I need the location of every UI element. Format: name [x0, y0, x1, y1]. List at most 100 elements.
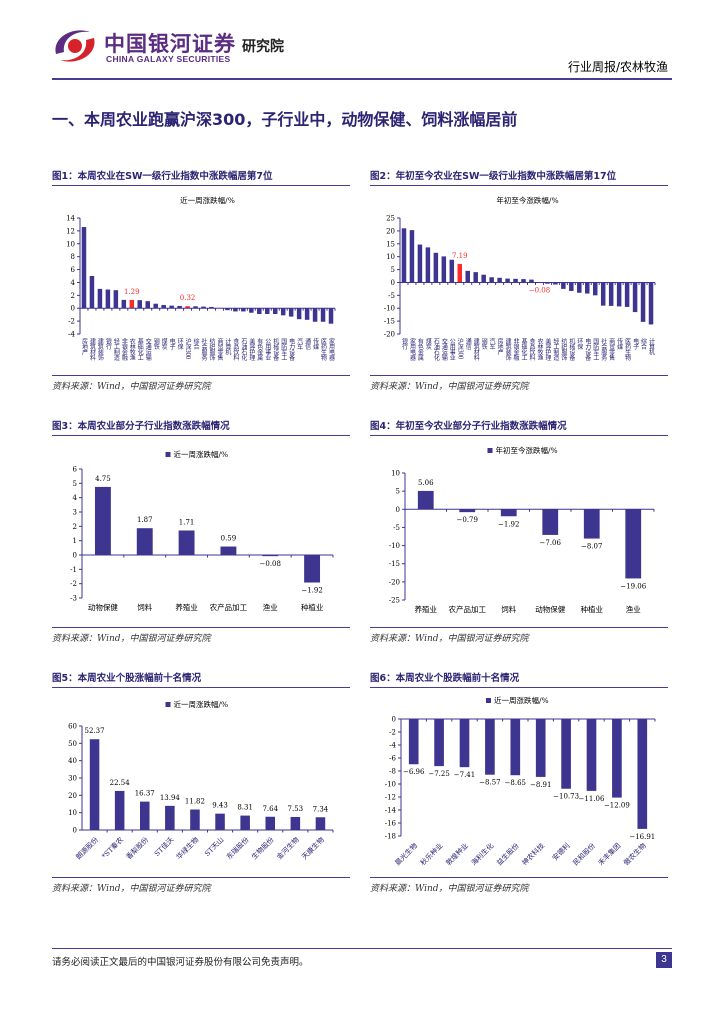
- data-label: −8.91: [530, 781, 551, 789]
- footer-divider: [52, 948, 672, 949]
- y-tick-label: 5: [391, 266, 395, 274]
- category-label: 有色金属: [416, 337, 423, 362]
- bar-交通运输: [441, 256, 447, 283]
- bar-香梨股份: [139, 801, 150, 830]
- y-tick-label: 0: [396, 506, 400, 514]
- y-tick-label: 2: [71, 292, 75, 300]
- legend-label: 近一周涨跌幅/%: [174, 449, 229, 459]
- bar-建筑装饰: [97, 288, 103, 309]
- bar-敦煌种业: [459, 719, 470, 768]
- category-label: 电力设备: [288, 337, 295, 362]
- bar-电力设备: [288, 308, 294, 317]
- bar-房地产: [81, 227, 87, 309]
- y-tick-label: -25: [389, 597, 400, 605]
- category-label: *ST秦农: [100, 835, 125, 860]
- category-label: 种植业: [301, 602, 324, 612]
- bar-煤炭: [425, 247, 431, 283]
- data-label: −1.92: [301, 587, 322, 595]
- y-tick-label: 10: [386, 253, 395, 261]
- category-label: 计算机: [648, 337, 655, 356]
- category-label: 晨光生物: [393, 841, 419, 867]
- bar-综合: [640, 282, 646, 322]
- y-tick-label: 6: [73, 466, 78, 474]
- chart-5-top-gainers: 近一周涨跌幅/% 0 10 20 30 40 50 60 52.37 朗源股份 22.54 *ST秦农…: [68, 699, 334, 861]
- category-label: 煤炭: [160, 337, 167, 351]
- category-label: 美容护理: [248, 337, 255, 361]
- category-label: 农产品加工: [449, 604, 487, 614]
- data-label: 7.53: [288, 805, 304, 813]
- bar-*ST秦农: [114, 790, 125, 830]
- y-tick-label: -5: [388, 292, 395, 300]
- bar-纺织服饰: [561, 282, 566, 289]
- legend-swatch: [165, 702, 171, 707]
- data-label: 1.71: [179, 518, 195, 526]
- data-label: −16.91: [629, 833, 655, 841]
- bar-傲农生物: [637, 719, 648, 829]
- bar-基础化工: [137, 300, 143, 309]
- bar-ST佳沃: [165, 805, 175, 830]
- category-label: 传媒: [616, 337, 623, 351]
- bar-美容护理: [545, 282, 550, 284]
- figure-4-source: 资料来源：Wind，中国银河证券研究院: [370, 627, 668, 644]
- y-tick-label: -15: [389, 560, 400, 568]
- category-label: 家用电器: [408, 337, 415, 362]
- y-tick-label: 1: [73, 537, 77, 545]
- category-label: 渔业: [263, 602, 278, 612]
- category-label: 轻工制造: [112, 337, 119, 362]
- bar-有色金属: [257, 308, 262, 315]
- bar-动物保健: [542, 509, 559, 535]
- category-label: 农林牧渔: [128, 337, 135, 362]
- category-label: 汽车: [488, 337, 495, 351]
- data-label: 0.59: [221, 535, 237, 543]
- section-title: 一、本周农业跑赢沪深300，子行业中，动物保健、饲料涨幅居前: [52, 110, 518, 129]
- legend-swatch: [165, 452, 171, 457]
- bar-电子: [169, 305, 174, 309]
- header-divider: [52, 78, 672, 80]
- category-label: 房地产: [496, 337, 503, 356]
- figure-2-source: 资料来源：Wind，中国银河证券研究院: [370, 375, 668, 392]
- category-label: 天康生物: [300, 835, 326, 861]
- legend-label: 近一周涨跌幅/%: [494, 695, 549, 705]
- y-tick-label: 5: [396, 488, 400, 496]
- category-label: 动物保健: [535, 604, 565, 614]
- category-label: 朗源股份: [74, 835, 100, 861]
- bar-钢铁: [153, 303, 158, 309]
- bar-种植业: [304, 555, 321, 583]
- figure-3-caption: 图3：本周农业部分子行业指数涨跌幅情况: [52, 418, 350, 436]
- y-tick-label: 3: [73, 509, 77, 517]
- category-label: 建筑装饰: [504, 337, 511, 362]
- bar-国防军工: [280, 308, 286, 316]
- bar-计算机: [648, 282, 654, 325]
- data-label: 8.31: [237, 804, 253, 812]
- bar-环保: [577, 282, 582, 293]
- category-label: 石油石化: [432, 338, 439, 362]
- data-label: 22.54: [110, 779, 131, 787]
- figure-5-caption: 图5：本周农业个股涨幅前十名情况: [52, 670, 350, 688]
- data-label: 5.06: [418, 479, 434, 487]
- bar-食品饮料: [233, 308, 238, 312]
- category-label: 禾丰集团: [596, 841, 622, 867]
- category-label: 综合: [640, 337, 647, 351]
- bar-石油石化: [433, 252, 439, 283]
- y-tick-label: -20: [384, 331, 395, 339]
- chart-title: 近一周涨跌幅/%: [180, 195, 235, 205]
- data-label: 16.37: [135, 790, 155, 798]
- logo-english-name: CHINA GALAXY SECURITIES: [106, 54, 231, 64]
- category-label: 房地产: [80, 337, 87, 356]
- bar-神农科技: [535, 719, 546, 777]
- category-label: 纺织服饰: [208, 337, 215, 362]
- data-label: −8.07: [581, 543, 602, 551]
- y-tick-label: -6: [389, 755, 396, 763]
- y-tick-label: 40: [68, 757, 77, 765]
- data-label: −0.08: [260, 560, 281, 568]
- y-tick-label: 12: [66, 227, 75, 235]
- bar-汽车: [489, 277, 494, 283]
- y-tick-label: 0: [73, 827, 77, 835]
- bar-国防军工: [592, 282, 598, 296]
- bar-汽车: [296, 308, 302, 320]
- category-label: 医药生物: [320, 338, 327, 362]
- bar-建筑材料: [473, 272, 478, 283]
- category-label: 非银金融: [120, 337, 127, 362]
- y-tick-label: 0: [73, 552, 77, 560]
- y-tick-label: -4: [68, 331, 75, 339]
